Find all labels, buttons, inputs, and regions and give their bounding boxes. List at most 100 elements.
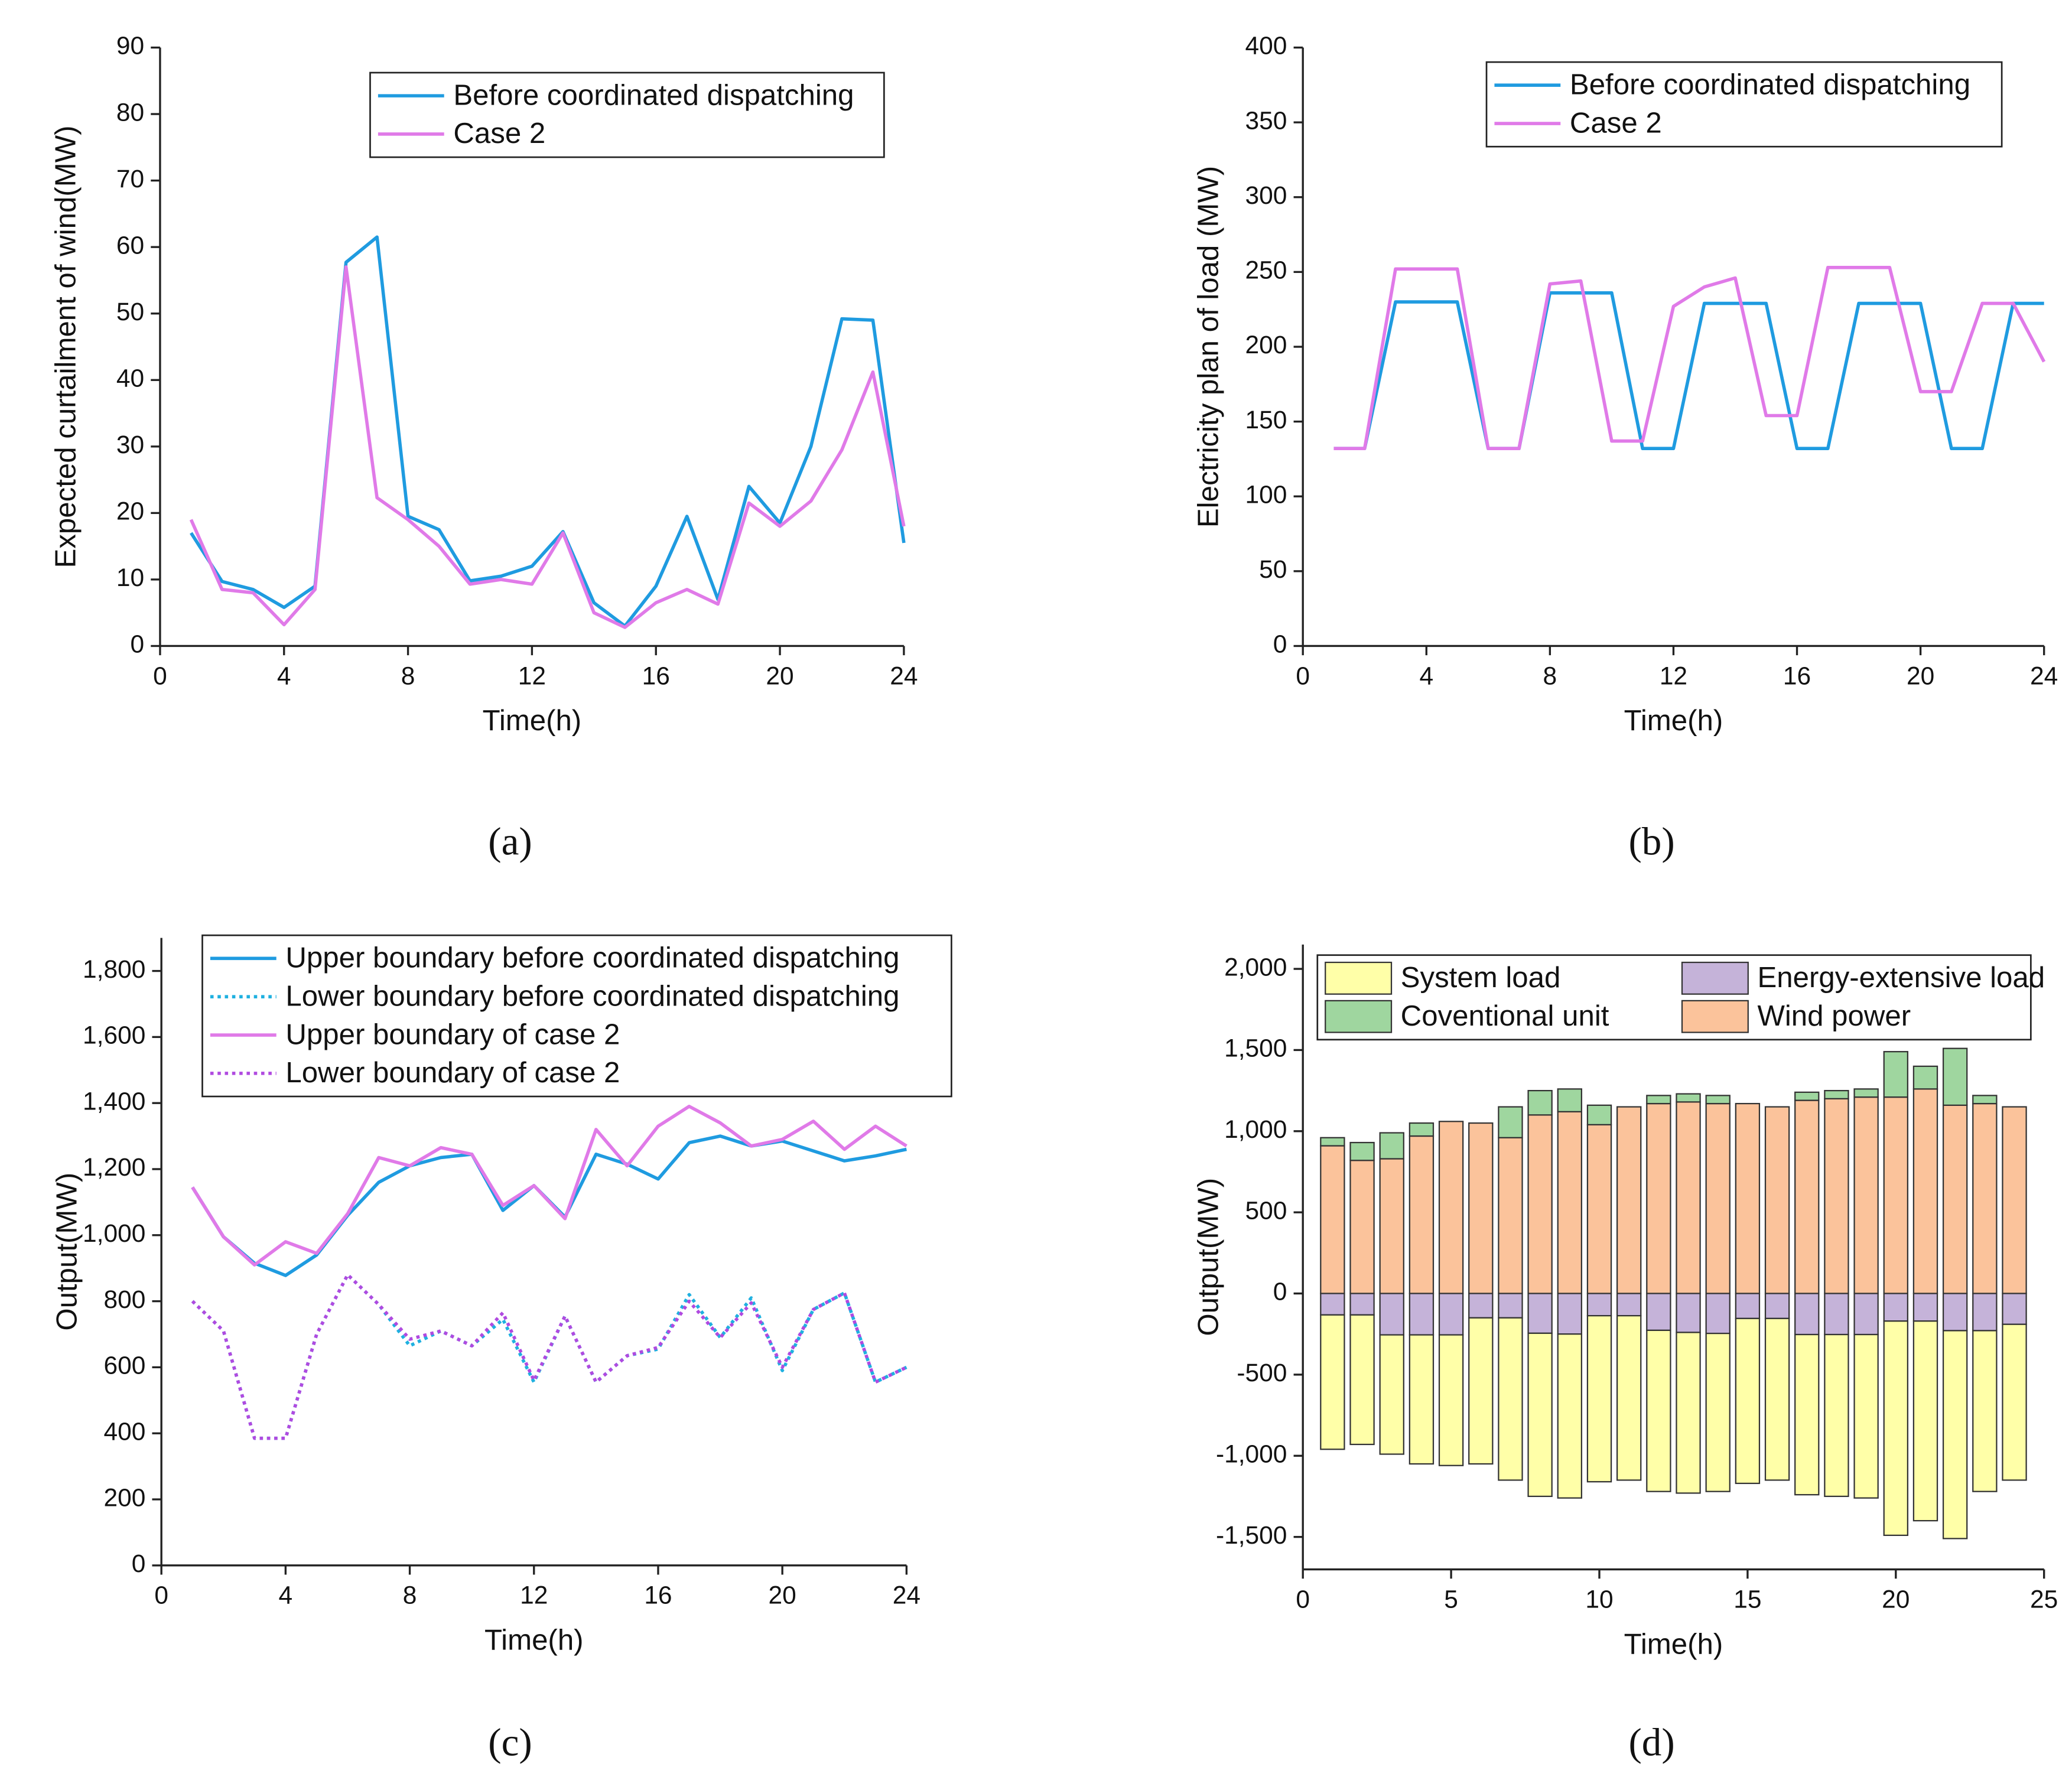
bar-segment <box>1705 1332 1731 1492</box>
bar-segment <box>1972 1095 1998 1105</box>
y-tick-label: 1,800 <box>83 956 145 984</box>
y-tick-label: 90 <box>116 32 144 60</box>
bar-segment <box>1586 1293 1612 1317</box>
series-line <box>191 1273 907 1440</box>
y-tick-label: 40 <box>116 364 144 392</box>
bar-segment <box>1824 1089 1849 1099</box>
bar-segment <box>1527 1089 1553 1116</box>
y-tick-label: 800 <box>103 1286 145 1314</box>
bar-segment <box>1912 1320 1938 1522</box>
legend-box <box>1316 954 2032 1041</box>
bar-segment <box>1853 1088 1879 1098</box>
y-tick-label: 1,000 <box>83 1220 145 1248</box>
bar-segment <box>1498 1293 1523 1319</box>
bar-segment <box>1853 1333 1879 1499</box>
bar-segment <box>1616 1315 1642 1481</box>
bar-segment <box>1794 1293 1820 1336</box>
y-tick-label: 20 <box>116 498 144 526</box>
bar-segment <box>1557 1333 1583 1499</box>
y-tick-label: 200 <box>103 1484 145 1512</box>
x-tick-label: 16 <box>644 1582 672 1610</box>
bar-segment <box>1676 1293 1701 1333</box>
bar-segment <box>1646 1095 1671 1105</box>
y-tick-label: 70 <box>116 165 144 193</box>
bar-segment <box>1735 1317 1761 1485</box>
bar-segment <box>1676 1093 1701 1103</box>
x-tick-label: 15 <box>1733 1586 1761 1613</box>
legend-label: Lower boundary of case 2 <box>285 1056 620 1089</box>
x-tick-label: 8 <box>403 1582 417 1610</box>
bar-segment <box>1853 1293 1879 1336</box>
y-tick-label: 50 <box>1259 556 1287 584</box>
bar-segment <box>2002 1323 2027 1481</box>
series-line <box>190 235 906 628</box>
y-axis-label: Electricity plan of load (MW) <box>1192 166 1225 528</box>
bar-segment <box>1646 1329 1671 1492</box>
bar-segment <box>1883 1051 1908 1098</box>
legend-label: Lower boundary before coordinated dispat… <box>285 979 899 1012</box>
bar-segment <box>1824 1333 1849 1498</box>
x-tick-label: 12 <box>520 1582 548 1610</box>
bar-segment <box>1586 1124 1612 1294</box>
legend-box <box>1485 61 2003 148</box>
bar-segment <box>1883 1293 1908 1322</box>
y-tick-label: 500 <box>1245 1197 1287 1225</box>
bar-segment <box>2002 1293 2027 1325</box>
y-tick-label: -1,000 <box>1216 1440 1287 1468</box>
bar-segment <box>1349 1141 1375 1161</box>
bar-segment <box>1824 1098 1849 1294</box>
y-tick-label: 2,000 <box>1224 953 1287 981</box>
y-tick-label: 0 <box>130 631 144 659</box>
bar-segment <box>1912 1065 1938 1090</box>
legend-label: Upper boundary before coordinated dispat… <box>285 942 899 974</box>
x-tick-label: 16 <box>1783 662 1811 690</box>
x-tick-label: 8 <box>1543 662 1557 690</box>
bar-segment <box>1972 1102 1998 1294</box>
bar-segment <box>1794 1091 1820 1101</box>
series-line <box>191 1104 907 1267</box>
bar-segment <box>1468 1122 1494 1294</box>
x-tick-label: 4 <box>277 662 291 690</box>
bar-segment <box>1764 1106 1790 1294</box>
x-tick-label: 16 <box>642 662 670 690</box>
x-tick-label: 0 <box>153 662 167 690</box>
x-tick-label: 5 <box>1444 1586 1458 1613</box>
bar-segment <box>1498 1137 1523 1294</box>
x-tick-label: 20 <box>1882 1586 1910 1613</box>
x-tick-label: 8 <box>401 662 415 690</box>
y-tick-label: 1,500 <box>1224 1035 1287 1063</box>
bar-segment <box>1527 1332 1553 1498</box>
legend-label: Case 2 <box>453 117 545 149</box>
bar-segment <box>1794 1099 1820 1294</box>
series-line <box>1333 291 2044 450</box>
y-tick-label: -500 <box>1237 1359 1287 1387</box>
bar-segment <box>1498 1106 1523 1138</box>
bar-segment <box>1942 1330 1968 1540</box>
legend-label: Before coordinated dispatching <box>1570 68 1970 100</box>
bar-segment <box>1409 1334 1435 1465</box>
bar-segment <box>1349 1293 1375 1316</box>
caption: (c) <box>488 1720 532 1765</box>
x-tick-label: 24 <box>890 662 918 690</box>
bar-segment <box>1438 1121 1464 1294</box>
bar-segment <box>1883 1096 1908 1294</box>
y-tick-label: 1,000 <box>1224 1116 1287 1144</box>
bar-segment <box>1438 1334 1464 1466</box>
y-axis-label: Expected curtailment of wind(MW) <box>49 126 82 568</box>
bar-segment <box>1824 1293 1849 1336</box>
x-axis-label: Time(h) <box>1624 704 1723 737</box>
y-tick-label: 10 <box>116 564 144 592</box>
bar-segment <box>1379 1293 1404 1336</box>
x-tick-label: 20 <box>1907 662 1934 690</box>
bar-segment <box>1320 1137 1345 1147</box>
bar-segment <box>1320 1314 1345 1450</box>
bar-segment <box>2002 1106 2027 1294</box>
series-line <box>189 265 906 629</box>
y-tick-label: 0 <box>1273 631 1287 659</box>
y-tick-label: 150 <box>1245 406 1287 434</box>
bar-segment <box>1942 1293 1968 1332</box>
bar-segment <box>1705 1102 1731 1294</box>
caption: (a) <box>488 819 532 864</box>
bar-segment <box>1409 1122 1435 1137</box>
